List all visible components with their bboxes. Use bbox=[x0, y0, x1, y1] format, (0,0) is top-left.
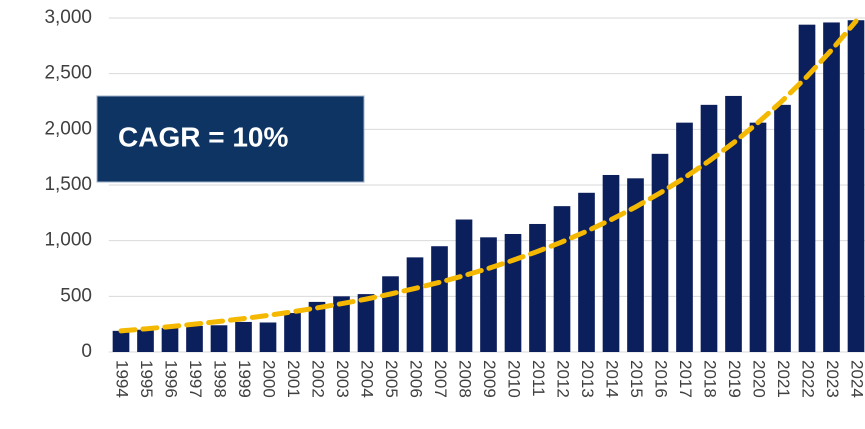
bar bbox=[137, 329, 154, 352]
bar bbox=[210, 325, 228, 352]
x-tick-label: 2000 bbox=[260, 360, 279, 398]
y-tick-label: 3,000 bbox=[44, 7, 92, 28]
x-tick-label: 2020 bbox=[750, 360, 769, 398]
annotation-box bbox=[96, 95, 365, 183]
bar bbox=[357, 294, 375, 352]
x-tick-label: 2002 bbox=[309, 360, 328, 398]
bar bbox=[602, 174, 620, 352]
x-tick-label: 2004 bbox=[358, 360, 377, 398]
bar-layer bbox=[112, 20, 865, 353]
bar bbox=[504, 233, 522, 352]
y-tick-label: 500 bbox=[60, 285, 92, 306]
x-tick-label: 2019 bbox=[725, 360, 744, 398]
x-tick-label: 1996 bbox=[162, 360, 181, 398]
x-tick-label: 2018 bbox=[701, 360, 720, 398]
bar bbox=[578, 192, 595, 352]
bar bbox=[382, 276, 399, 352]
bar bbox=[308, 301, 326, 352]
bar bbox=[161, 328, 179, 352]
x-tick-label: 2017 bbox=[676, 360, 695, 398]
bar bbox=[700, 104, 718, 352]
y-tick-label: 1,000 bbox=[44, 230, 92, 251]
x-tick-label: 2003 bbox=[333, 360, 352, 398]
x-tick-label: 2014 bbox=[603, 360, 622, 398]
bar bbox=[186, 325, 203, 352]
x-tick-label: 1999 bbox=[235, 360, 254, 398]
bar bbox=[235, 321, 252, 352]
bar bbox=[627, 178, 644, 352]
y-tick-label: 0 bbox=[81, 341, 92, 362]
y-tick-label: 2,000 bbox=[44, 118, 92, 139]
x-tick-label: 1997 bbox=[186, 360, 205, 398]
x-tick-label: 2001 bbox=[284, 360, 303, 398]
bar bbox=[749, 122, 767, 352]
bar bbox=[847, 20, 865, 353]
trend-layer bbox=[118, 18, 859, 334]
y-tick-label: 2,500 bbox=[44, 63, 92, 84]
bar bbox=[431, 246, 448, 352]
x-tick-label: 2015 bbox=[627, 360, 646, 398]
x-tick-label: 2010 bbox=[505, 360, 524, 398]
x-tick-label: 1994 bbox=[113, 360, 132, 398]
x-tick-label: 2005 bbox=[382, 360, 401, 398]
x-tick-label: 2013 bbox=[578, 360, 597, 398]
x-tick-label: 2022 bbox=[799, 360, 818, 398]
x-tick-label: 2024 bbox=[848, 360, 865, 398]
label-layer: 0 500 1,000 1,500 2,000 2,500 3,000 1994 1995 199… bbox=[44, 7, 865, 398]
bar bbox=[553, 206, 571, 352]
bar bbox=[455, 219, 473, 352]
bar bbox=[798, 24, 816, 353]
bar bbox=[480, 237, 497, 352]
bar bbox=[823, 22, 840, 352]
x-tick-label: 2006 bbox=[407, 360, 426, 398]
x-tick-label: 2021 bbox=[774, 360, 793, 398]
bar bbox=[333, 296, 350, 352]
x-tick-label: 1998 bbox=[211, 360, 230, 398]
bar bbox=[774, 104, 791, 352]
bar bbox=[112, 330, 130, 352]
bar bbox=[529, 223, 546, 352]
bar bbox=[676, 122, 693, 352]
bar bbox=[651, 153, 669, 352]
x-tick-label: 2008 bbox=[456, 360, 475, 398]
x-tick-label: 2012 bbox=[554, 360, 573, 398]
bar bbox=[259, 322, 277, 352]
trend-line bbox=[118, 18, 859, 334]
x-tick-label: 2023 bbox=[823, 360, 842, 398]
x-tick-label: 2011 bbox=[529, 360, 548, 397]
x-tick-label: 2016 bbox=[652, 360, 671, 398]
annotation: CAGR = 10% bbox=[118, 121, 288, 152]
x-tick-label: 2009 bbox=[480, 360, 499, 398]
x-tick-label: 2007 bbox=[431, 360, 450, 398]
bar bbox=[284, 313, 301, 352]
x-tick-label: 1995 bbox=[137, 360, 156, 398]
y-tick-label: 1,500 bbox=[44, 174, 92, 195]
bar bbox=[725, 95, 742, 352]
bar bbox=[406, 257, 424, 352]
